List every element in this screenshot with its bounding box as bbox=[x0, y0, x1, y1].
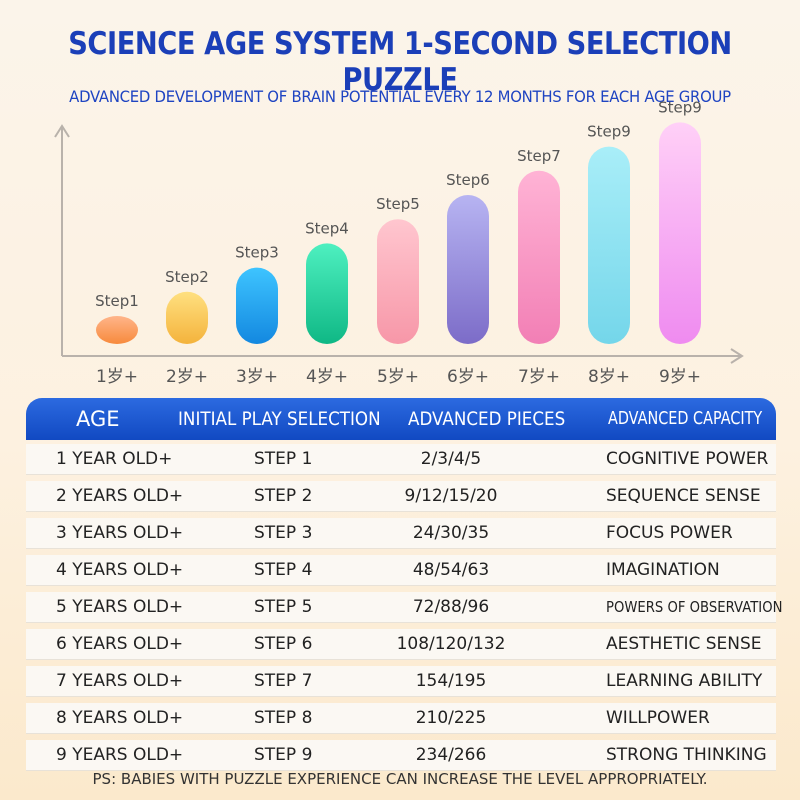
step-cell: STEP 6 bbox=[254, 634, 313, 654]
tick-label-1: 1岁+ bbox=[96, 367, 138, 387]
x-axis bbox=[62, 348, 744, 364]
tick-label-6: 6岁+ bbox=[447, 367, 489, 387]
step-cell: STEP 1 bbox=[254, 449, 313, 469]
bar-1 bbox=[96, 316, 138, 344]
capacity-cell: AESTHETIC SENSE bbox=[606, 634, 762, 654]
tick-label-9: 9岁+ bbox=[659, 367, 701, 387]
age-cell: 9 YEARS OLD+ bbox=[56, 745, 184, 765]
table-row: 2 YEARS OLD+ STEP 2 9/12/15/20 SEQUENCE SEN… bbox=[26, 481, 776, 512]
step-cell: STEP 7 bbox=[254, 671, 313, 691]
capacity-cell: POWERS OF OBSERVATION bbox=[606, 598, 783, 616]
age-cell: 6 YEARS OLD+ bbox=[56, 634, 184, 654]
step-cell: STEP 5 bbox=[254, 597, 313, 617]
table-row: 4 YEARS OLD+ STEP 4 48/54/63 IMAGINATION bbox=[26, 555, 776, 586]
data-label-4: Step4 bbox=[305, 219, 349, 237]
tick-label-8: 8岁+ bbox=[588, 367, 630, 387]
tick-label-2: 2岁+ bbox=[166, 367, 208, 387]
age-cell: 8 YEARS OLD+ bbox=[56, 708, 184, 728]
data-label-9: Step9 bbox=[658, 98, 702, 116]
age-cell: 7 YEARS OLD+ bbox=[56, 671, 184, 691]
pieces-cell: 2/3/4/5 bbox=[420, 449, 482, 469]
table-row: 3 YEARS OLD+ STEP 3 24/30/35 FOCUS POWER bbox=[26, 518, 776, 549]
tick-label-3: 3岁+ bbox=[236, 367, 278, 387]
bar-2 bbox=[166, 291, 208, 344]
table-header: AGE INITIAL PLAY SELECTION ADVANCED PIEC… bbox=[26, 398, 776, 440]
pieces-cell: 9/12/15/20 bbox=[404, 486, 498, 506]
data-label-8: Step9 bbox=[587, 123, 631, 141]
bar-6 bbox=[447, 195, 489, 344]
step-chart: Step1 1岁+ Step2 2岁+ Step3 3岁+ Step4 4岁+ Step5 5岁+… bbox=[54, 98, 744, 387]
page-subtitle: ADVANCED DEVELOPMENT OF BRAIN POTENTIAL … bbox=[69, 87, 731, 106]
step-cell: STEP 9 bbox=[254, 745, 313, 765]
capacity-cell: FOCUS POWER bbox=[606, 523, 733, 543]
table-row: 6 YEARS OLD+ STEP 6 108/120/132 AESTHETIC S… bbox=[26, 629, 776, 660]
age-table: AGE INITIAL PLAY SELECTION ADVANCED PIEC… bbox=[26, 398, 782, 771]
age-cell: 4 YEARS OLD+ bbox=[56, 560, 184, 580]
step-cell: STEP 4 bbox=[254, 560, 313, 580]
table-row: 1 YEAR OLD+ STEP 1 2/3/4/5 COGNITIVE POWER bbox=[26, 444, 776, 475]
tick-label-5: 5岁+ bbox=[377, 367, 419, 387]
table-row: 9 YEARS OLD+ STEP 9 234/266 STRONG THINKING bbox=[26, 740, 776, 771]
data-label-2: Step2 bbox=[165, 268, 209, 286]
pieces-cell: 210/225 bbox=[415, 708, 487, 728]
bar-4 bbox=[306, 243, 348, 344]
step-cell: STEP 8 bbox=[254, 708, 313, 728]
capacity-cell: LEARNING ABILITY bbox=[606, 671, 763, 691]
table-row: 5 YEARS OLD+ STEP 5 72/88/96 POWERS OF OBSE… bbox=[26, 592, 782, 623]
pieces-cell: 154/195 bbox=[415, 671, 487, 691]
step-cell: STEP 2 bbox=[254, 486, 313, 506]
header-age: AGE bbox=[76, 407, 120, 431]
bar-5 bbox=[377, 219, 419, 344]
pieces-cell: 108/120/132 bbox=[396, 634, 506, 654]
data-label-3: Step3 bbox=[235, 244, 279, 262]
pieces-cell: 72/88/96 bbox=[412, 597, 490, 617]
tick-label-7: 7岁+ bbox=[518, 367, 560, 387]
footnote: PS: BABIES WITH PUZZLE EXPERIENCE CAN IN… bbox=[92, 770, 708, 788]
capacity-cell: COGNITIVE POWER bbox=[606, 449, 769, 469]
age-cell: 5 YEARS OLD+ bbox=[56, 597, 184, 617]
data-label-7: Step7 bbox=[517, 147, 561, 165]
step-cell: STEP 3 bbox=[254, 523, 313, 543]
tick-label-4: 4岁+ bbox=[306, 367, 348, 387]
header-initial-play-selection: INITIAL PLAY SELECTION bbox=[178, 408, 381, 430]
bar-9 bbox=[659, 122, 701, 345]
age-cell: 3 YEARS OLD+ bbox=[56, 523, 184, 543]
bar-3 bbox=[236, 267, 278, 344]
pieces-cell: 234/266 bbox=[415, 745, 487, 765]
capacity-cell: SEQUENCE SENSE bbox=[606, 486, 761, 506]
bar-8 bbox=[588, 146, 630, 344]
capacity-cell: IMAGINATION bbox=[606, 560, 720, 580]
y-axis bbox=[54, 124, 70, 356]
data-label-5: Step5 bbox=[376, 195, 420, 213]
age-cell: 1 YEAR OLD+ bbox=[56, 449, 173, 469]
pieces-cell: 48/54/63 bbox=[412, 560, 490, 580]
header-advanced-pieces: ADVANCED PIECES bbox=[408, 408, 566, 430]
pieces-cell: 24/30/35 bbox=[412, 523, 490, 543]
capacity-cell: STRONG THINKING bbox=[606, 745, 767, 765]
bar-7 bbox=[518, 170, 560, 344]
data-label-6: Step6 bbox=[446, 171, 490, 189]
table-row: 7 YEARS OLD+ STEP 7 154/195 LEARNING ABILIT… bbox=[26, 666, 776, 697]
data-label-1: Step1 bbox=[95, 292, 139, 310]
capacity-cell: WILLPOWER bbox=[606, 708, 710, 728]
age-cell: 2 YEARS OLD+ bbox=[56, 486, 184, 506]
header-advanced-capacity: ADVANCED CAPACITY bbox=[608, 408, 763, 429]
page-title: SCIENCE AGE SYSTEM 1-SECOND SELECTION PU… bbox=[68, 26, 732, 98]
table-row: 8 YEARS OLD+ STEP 8 210/225 WILLPOWER bbox=[26, 703, 776, 734]
